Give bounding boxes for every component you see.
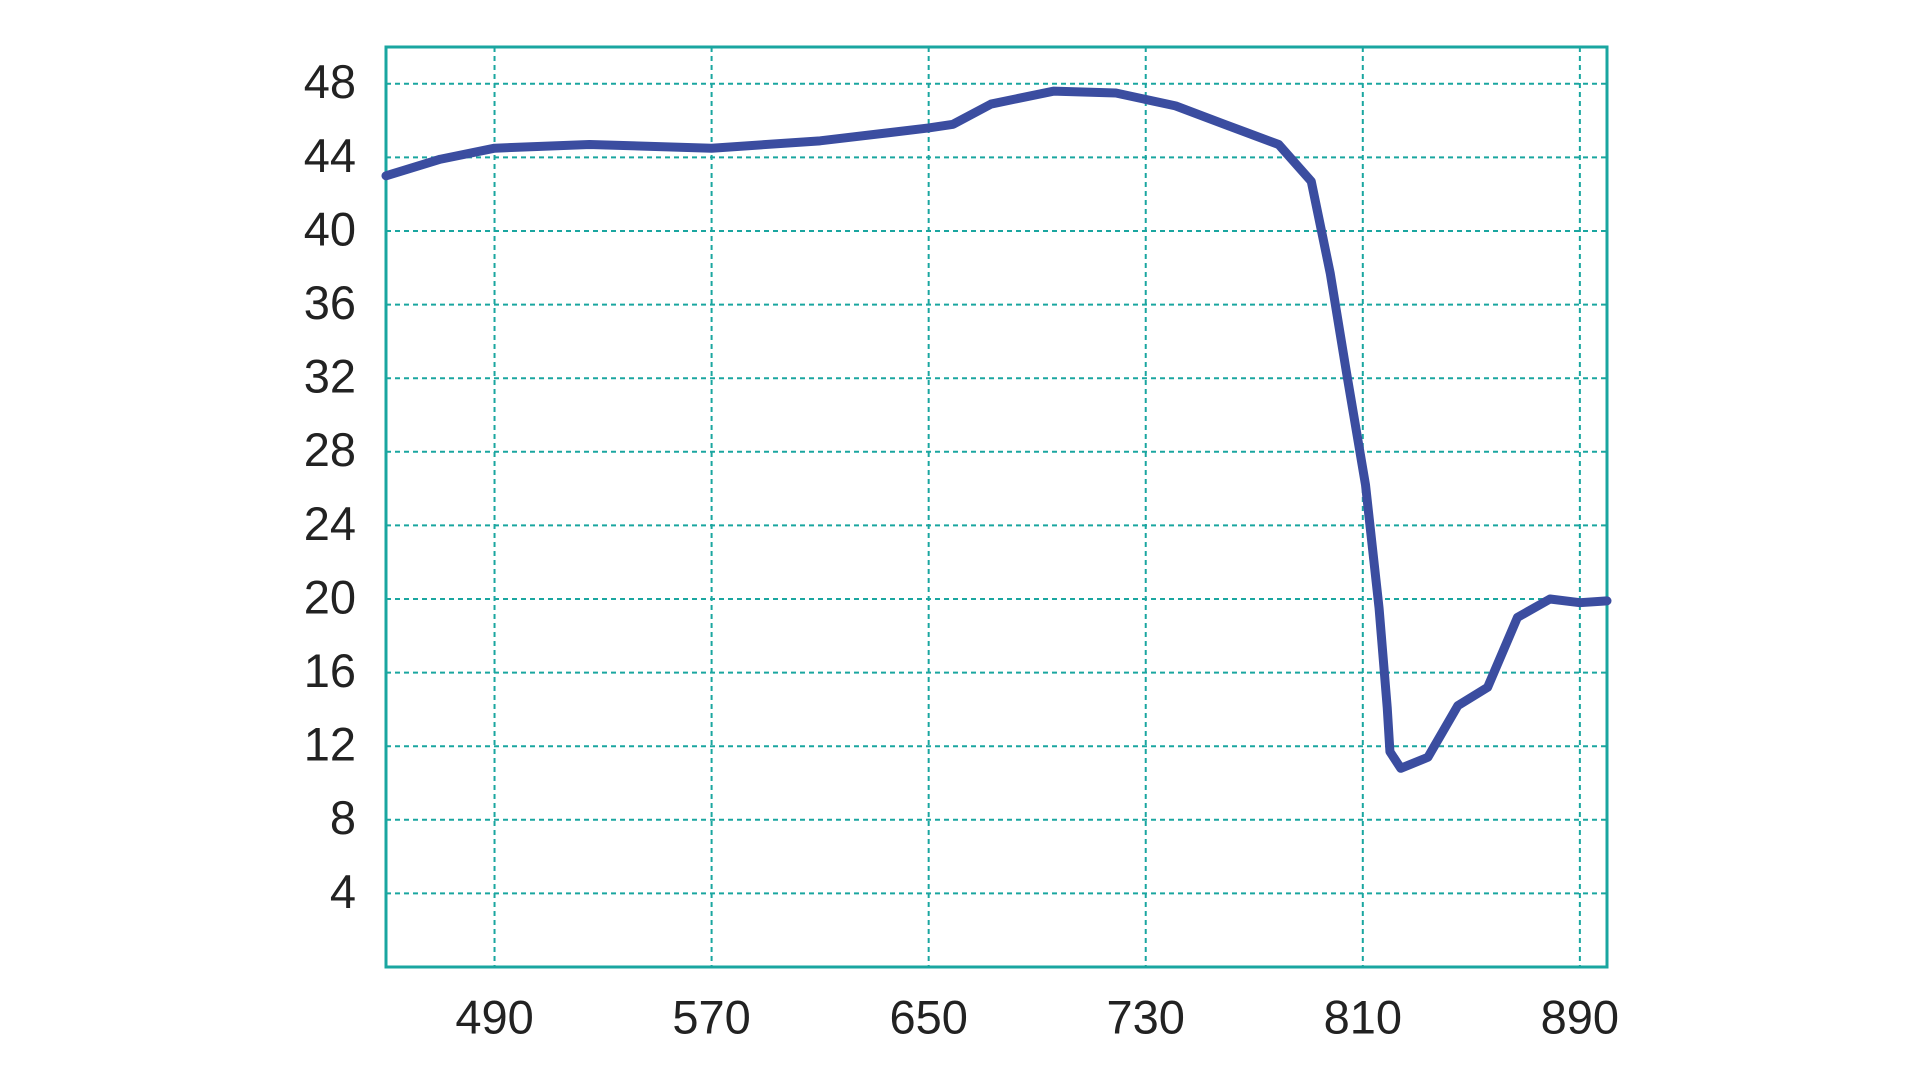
y-tick-label: 20 (304, 570, 356, 623)
y-tick-label: 24 (304, 497, 356, 550)
y-tick-label: 28 (304, 423, 356, 476)
x-tick-label: 570 (672, 990, 750, 1043)
y-tick-label: 8 (330, 791, 356, 844)
y-tick-label: 40 (304, 202, 356, 255)
x-tick-label: 490 (455, 990, 533, 1043)
x-tick-label: 650 (889, 990, 967, 1043)
y-tick-label: 16 (304, 644, 356, 697)
y-tick-label: 4 (330, 865, 356, 918)
x-tick-label: 730 (1107, 990, 1185, 1043)
y-tick-label: 44 (304, 129, 356, 182)
x-tick-label: 890 (1541, 990, 1619, 1043)
plot-frame (384, 45, 1609, 969)
y-tick-label: 12 (304, 718, 356, 771)
y-tick-label: 32 (304, 350, 356, 403)
y-tick-label: 36 (304, 276, 356, 329)
data-line (381, 86, 1612, 773)
y-tick-label: 48 (304, 55, 356, 108)
x-tick-label: 810 (1324, 990, 1402, 1043)
